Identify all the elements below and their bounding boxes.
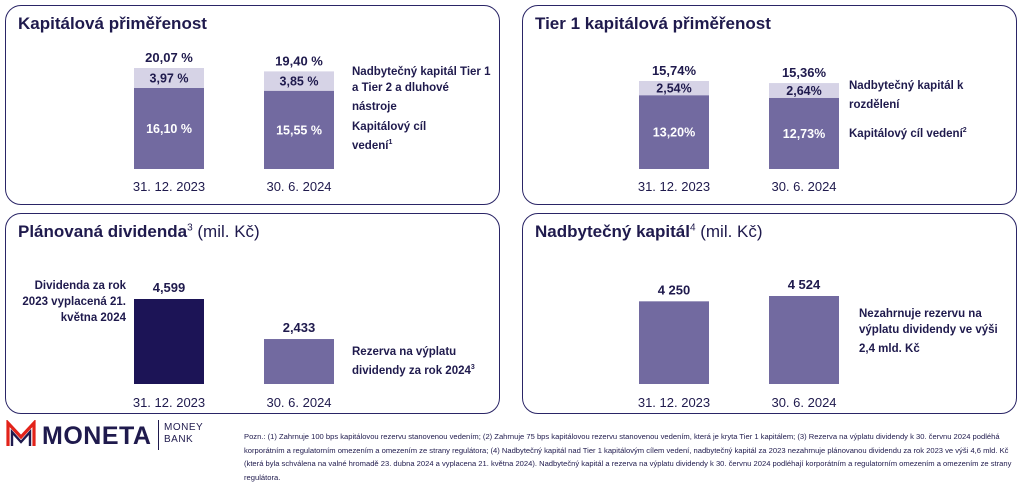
bar (769, 296, 839, 384)
bar-segment (639, 81, 709, 96)
category-label: 30. 6. 2024 (266, 179, 331, 194)
legend-dividend-reserve: Rezerva na výplatu dividendy za rok 2024… (352, 346, 475, 377)
legend-management-target: Kapitálový cíl vedení2 (849, 127, 967, 140)
legend-distributable-capital: Nadbytečný kapitál k rozdělení (849, 80, 964, 111)
data-label: 2,64% (786, 84, 821, 98)
logo-divider (158, 420, 159, 450)
data-label: 2,54% (656, 82, 691, 96)
panel-capital-adequacy: Kapitálová přiměřenost 16,10 % 3,97 % 20,0… (5, 5, 500, 205)
total-label: 20,07 % (145, 50, 193, 65)
bar (639, 301, 709, 384)
bar-segment (769, 83, 839, 98)
bar (264, 339, 334, 384)
bar-segment (264, 71, 334, 91)
chart-excess-capital: 4 250 31. 12. 2023 4 524 30. 6. 2024 (638, 277, 839, 410)
dividend-paid-note: Dividenda za rok 2023 vyplacená 21. květ… (22, 280, 126, 324)
panel-title: Tier 1 kapitálová přiměřenost (535, 14, 771, 33)
logo-subtitle: MONEY BANK (164, 422, 204, 445)
chart-planned-dividend: 4,599 31. 12. 2023 2,433 30. 6. 2024 (133, 280, 334, 410)
total-label: 15,36% (782, 65, 827, 80)
chart-tier1-adequacy: 13,20% 2,54% 15,74% 31. 12. 2023 12,73% 2,64%… (638, 63, 839, 194)
category-label: 30. 6. 2024 (771, 179, 836, 194)
chart-capital-adequacy: 16,10 % 3,97 % 20,07 % 31. 12. 2023 15,55 % 3… (133, 50, 334, 194)
category-label: 31. 12. 2023 (133, 179, 205, 194)
data-label: 2,433 (283, 320, 316, 335)
bar-segment (134, 68, 204, 88)
data-label: 12,73% (783, 127, 825, 141)
category-label: 30. 6. 2024 (771, 395, 836, 410)
category-label: 31. 12. 2023 (638, 179, 710, 194)
legend-excludes-reserve: Nezahrnuje rezervu na výplatu dividendy … (859, 308, 998, 355)
panel-excess-capital: Nadbytečný kapitál4 (mil. Kč) 4 250 31. 1… (522, 213, 1017, 414)
data-label: 13,20% (653, 126, 695, 140)
panel-title: Nadbytečný kapitál4 (mil. Kč) (535, 222, 763, 241)
category-label: 31. 12. 2023 (638, 395, 710, 410)
legend-excess-capital: Nadbytečný kapitál Tier 1 a Tier 2 a dlu… (352, 66, 491, 113)
data-label: 4 524 (788, 277, 821, 292)
total-label: 15,74% (652, 63, 697, 78)
data-label: 3,85 % (280, 75, 319, 89)
category-label: 30. 6. 2024 (266, 395, 331, 410)
panel-planned-dividend: Plánovaná dividenda3 (mil. Kč) 4,599 31. … (5, 213, 500, 414)
data-label: 4,599 (153, 280, 186, 295)
bar-segment (639, 95, 709, 169)
total-label: 19,40 % (275, 53, 323, 68)
legend-management-target: Kapitálový cíl vedení1 (352, 121, 427, 152)
data-label: 3,97 % (150, 71, 189, 85)
panel-title: Kapitálová přiměřenost (18, 14, 207, 33)
moneta-logo-icon (6, 420, 36, 446)
data-label: 4 250 (658, 282, 691, 297)
data-label: 16,10 % (146, 122, 192, 136)
data-label: 15,55 % (276, 123, 322, 137)
bar-segment (264, 90, 334, 169)
panel-title: Plánovaná dividenda3 (mil. Kč) (18, 222, 260, 241)
bar (134, 299, 204, 384)
footnote: Pozn.: (1) Zahrnuje 100 bps kapitálovou … (244, 432, 1012, 482)
category-label: 31. 12. 2023 (133, 395, 205, 410)
bar-segment (134, 87, 204, 169)
panel-tier1-adequacy: Tier 1 kapitálová přiměřenost 13,20% 2,54… (522, 5, 1017, 205)
bar-segment (769, 97, 839, 169)
logo-name: MONETA (42, 422, 152, 450)
